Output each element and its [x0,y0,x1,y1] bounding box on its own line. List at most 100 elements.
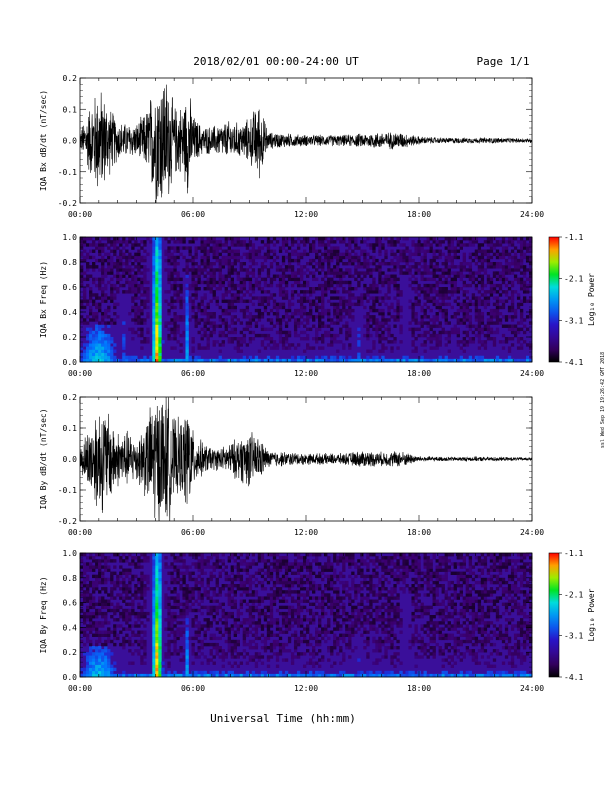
spectrogram-cell [526,315,529,318]
spectrogram-cell [134,624,137,627]
spectrogram-cell [261,265,264,268]
spectrogram-cell [167,618,170,621]
spectrogram-cell [122,321,125,324]
spectrogram-cell [258,600,261,603]
spectrogram-cell [222,343,225,346]
spectrogram-cell [228,615,231,618]
spectrogram-cell [330,240,333,243]
spectrogram-cell [288,318,291,321]
spectrogram-cell [442,262,445,265]
spectrogram-cell [204,309,207,312]
spectrogram-cell [424,253,427,256]
spectrogram-cell [191,306,194,309]
spectrogram-cell [228,309,231,312]
spectrogram-cell [140,621,143,624]
spectrogram-cell [270,256,273,259]
spectrogram-cell [240,262,243,265]
spectrogram-cell [336,271,339,274]
spectrogram-cell [309,287,312,290]
spectrogram-cell [417,268,420,271]
spectrogram-cell [110,350,113,353]
spectrogram-cell [436,337,439,340]
spectrogram-cell [134,593,137,596]
spectrogram-cell [219,281,222,284]
spectrogram-cell [146,290,149,293]
spectrogram-cell [267,296,270,299]
spectrogram-cell [140,278,143,281]
spectrogram-cell [152,262,155,265]
spectrogram-cell [466,306,469,309]
spectrogram-cell [191,271,194,274]
spectrogram-cell [384,256,387,259]
spectrogram-cell [110,262,113,265]
spectrogram-cell [185,325,188,328]
spectrogram-cell [339,312,342,315]
spectrogram-cell [430,287,433,290]
spectrogram-cell [228,578,231,581]
spectrogram-cell [484,250,487,253]
spectrogram-cell [185,658,188,661]
spectrogram-cell [490,284,493,287]
spectrogram-cell [128,640,131,643]
spectrogram-cell [282,315,285,318]
spectrogram-cell [86,303,89,306]
spectrogram-cell [240,337,243,340]
spectrogram-cell [240,562,243,565]
spectrogram-cell [104,559,107,562]
spectrogram-cell [170,581,173,584]
spectrogram-cell [378,350,381,353]
spectrogram-cell [372,356,375,359]
spectrogram-cell [372,346,375,349]
spectrogram-cell [291,284,294,287]
spectrogram-cell [243,337,246,340]
spectrogram-cell [125,250,128,253]
spectrogram-cell [348,293,351,296]
spectrogram-cell [116,634,119,637]
spectrogram-cell [152,271,155,274]
spectrogram-cell [496,315,499,318]
spectrogram-cell [207,643,210,646]
spectrogram-cell [155,300,158,303]
spectrogram-cell [451,278,454,281]
spectrogram-cell [134,256,137,259]
spectrogram-cell [158,290,161,293]
spectrogram-cell [327,284,330,287]
spectrogram-cell [249,575,252,578]
spectrogram-cell [207,237,210,240]
spectrogram-cell [390,268,393,271]
spectrogram-cell [463,300,466,303]
spectrogram-cell [158,627,161,630]
spectrogram-cell [499,340,502,343]
spectrogram-cell [315,253,318,256]
spectrogram-cell [231,572,234,575]
spectrogram-cell [104,353,107,356]
spectrogram-cell [207,271,210,274]
spectrogram-cell [430,265,433,268]
spectrogram-cell [143,243,146,246]
spectrogram-cell [195,237,198,240]
spectrogram-cell [134,575,137,578]
spectrogram-cell [363,259,366,262]
spectrogram-cell [430,334,433,337]
spectrogram-cell [216,246,219,249]
spectrogram-cell [101,556,104,559]
spectrogram-cell [92,590,95,593]
spectrogram-cell [387,278,390,281]
spectrogram-cell [152,306,155,309]
spectrogram-cell [454,253,457,256]
spectrogram-cell [119,240,122,243]
spectrogram-cell [213,600,216,603]
spectrogram-cell [110,609,113,612]
spectrogram-cell [152,309,155,312]
spectrogram-cell [463,350,466,353]
spectrogram-cell [167,262,170,265]
spectrogram-cell [276,306,279,309]
spectrogram-cell [198,575,201,578]
spectrogram-cell [98,612,101,615]
spectrogram-cell [285,325,288,328]
spectrogram-cell [219,637,222,640]
spectrogram-cell [182,562,185,565]
spectrogram-cell [107,356,110,359]
spectrogram-cell [173,559,176,562]
spectrogram-cell [92,346,95,349]
